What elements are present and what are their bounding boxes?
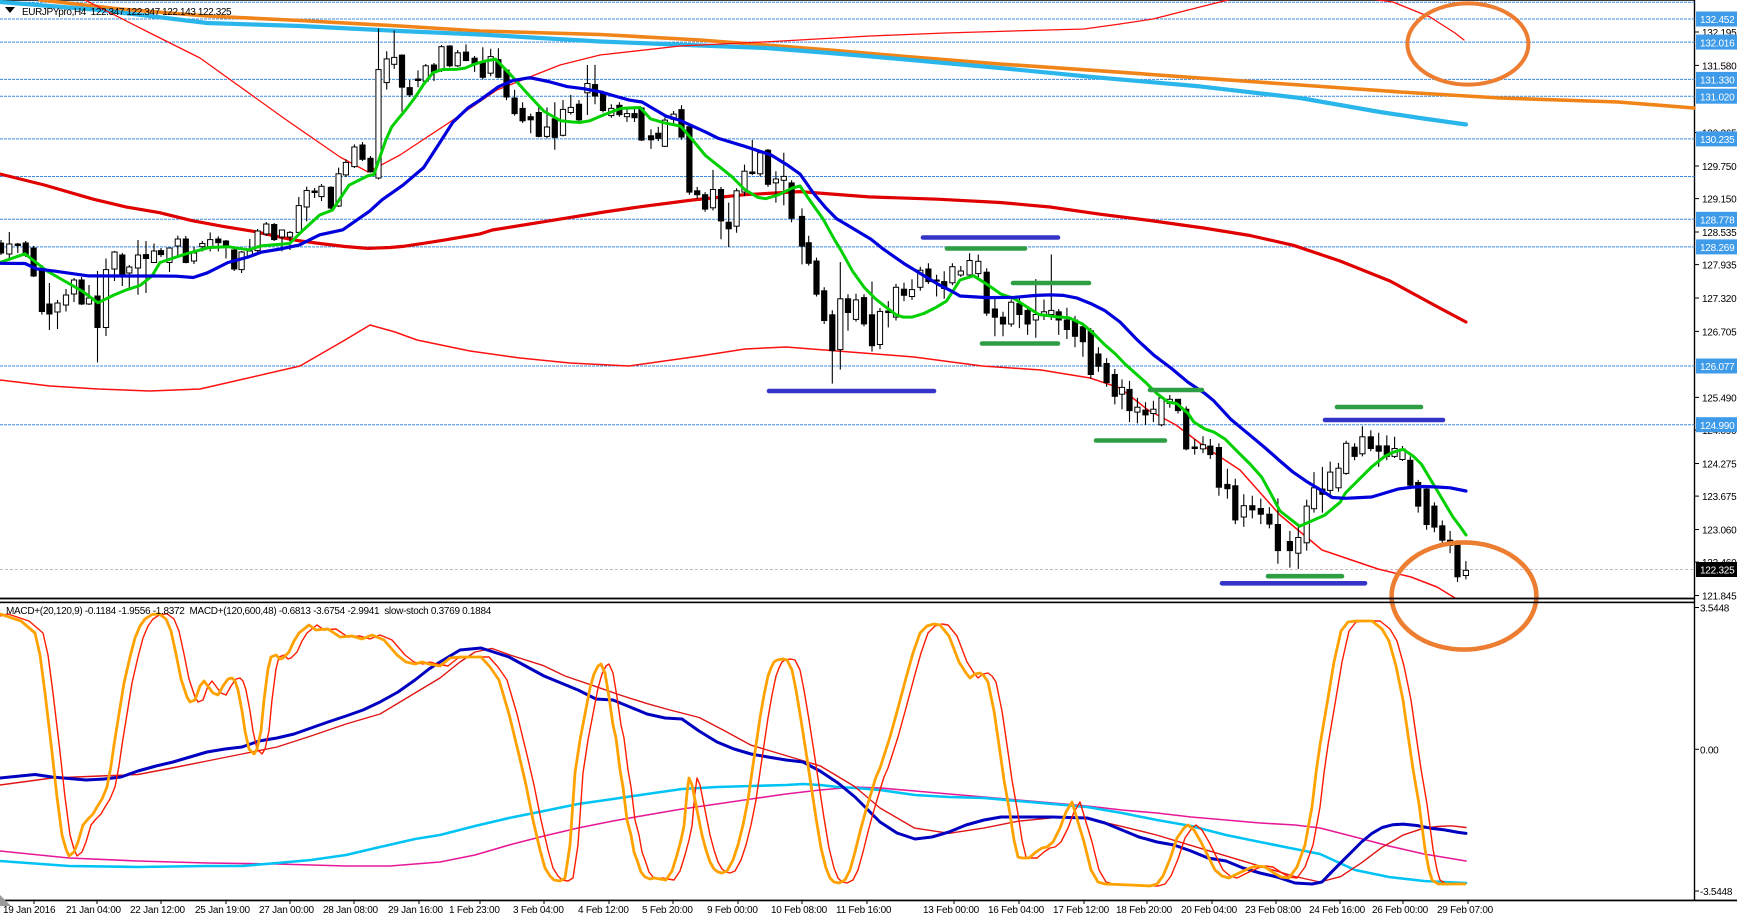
svg-text:126.077: 126.077 (1700, 362, 1735, 373)
svg-text:19 Jan 2016: 19 Jan 2016 (3, 905, 56, 916)
svg-text:132.016: 132.016 (1700, 38, 1735, 49)
svg-text:-3.5448: -3.5448 (1700, 887, 1733, 898)
svg-text:MACD+(20,120,9) -0.1184 -1.955: MACD+(20,120,9) -0.1184 -1.9556 -1.8372 … (6, 606, 492, 617)
svg-text:25 Jan 19:00: 25 Jan 19:00 (195, 905, 251, 916)
svg-text:28 Jan 08:00: 28 Jan 08:00 (323, 905, 379, 916)
svg-text:0.00: 0.00 (1700, 745, 1719, 756)
svg-text:10 Feb 08:00: 10 Feb 08:00 (771, 905, 828, 916)
svg-text:129.750: 129.750 (1702, 162, 1737, 173)
svg-text:128.778: 128.778 (1700, 216, 1735, 227)
svg-text:127.935: 127.935 (1702, 261, 1737, 272)
svg-text:4 Feb 12:00: 4 Feb 12:00 (578, 905, 629, 916)
svg-text:EURJPYpro,H4 122.347 122.347: EURJPYpro,H4 122.347 122.347 122.143 122… (22, 7, 232, 18)
svg-text:21 Jan 04:00: 21 Jan 04:00 (66, 905, 122, 916)
svg-text:124.990: 124.990 (1700, 421, 1735, 432)
svg-text:17 Feb 12:00: 17 Feb 12:00 (1053, 905, 1110, 916)
svg-text:124.275: 124.275 (1702, 460, 1737, 471)
svg-text:5 Feb 20:00: 5 Feb 20:00 (642, 905, 693, 916)
svg-text:29 Feb 07:00: 29 Feb 07:00 (1437, 905, 1494, 916)
svg-text:132.195: 132.195 (1702, 28, 1737, 39)
svg-text:9 Feb 00:00: 9 Feb 00:00 (707, 905, 758, 916)
svg-text:18 Feb 20:00: 18 Feb 20:00 (1116, 905, 1173, 916)
svg-text:126.705: 126.705 (1702, 327, 1737, 338)
svg-text:127.320: 127.320 (1702, 294, 1737, 305)
svg-text:122.325: 122.325 (1700, 566, 1735, 577)
svg-text:16 Feb 04:00: 16 Feb 04:00 (988, 905, 1045, 916)
svg-text:23 Feb 08:00: 23 Feb 08:00 (1245, 905, 1302, 916)
svg-text:129.150: 129.150 (1702, 195, 1737, 206)
svg-text:131.330: 131.330 (1700, 76, 1735, 87)
svg-text:27 Jan 00:00: 27 Jan 00:00 (259, 905, 315, 916)
svg-text:26 Feb 00:00: 26 Feb 00:00 (1372, 905, 1429, 916)
svg-text:132.452: 132.452 (1700, 15, 1735, 26)
svg-text:11 Feb 16:00: 11 Feb 16:00 (836, 905, 892, 916)
svg-text:128.535: 128.535 (1702, 228, 1737, 239)
svg-text:123.060: 123.060 (1702, 526, 1737, 537)
svg-text:22 Jan 12:00: 22 Jan 12:00 (130, 905, 186, 916)
svg-text:131.580: 131.580 (1702, 61, 1737, 72)
svg-text:29 Jan 16:00: 29 Jan 16:00 (388, 905, 444, 916)
svg-text:3 Feb 04:00: 3 Feb 04:00 (513, 905, 564, 916)
svg-text:131.020: 131.020 (1700, 92, 1735, 103)
svg-text:13 Feb 00:00: 13 Feb 00:00 (923, 905, 980, 916)
svg-text:123.675: 123.675 (1702, 492, 1737, 503)
svg-text:125.490: 125.490 (1702, 393, 1737, 404)
svg-text:130.235: 130.235 (1700, 135, 1735, 146)
svg-text:1 Feb 23:00: 1 Feb 23:00 (449, 905, 500, 916)
svg-text:3.5448: 3.5448 (1700, 604, 1730, 615)
svg-text:128.269: 128.269 (1700, 243, 1735, 254)
svg-text:20 Feb 04:00: 20 Feb 04:00 (1181, 905, 1238, 916)
svg-text:24 Feb 16:00: 24 Feb 16:00 (1309, 905, 1366, 916)
svg-text:121.845: 121.845 (1702, 592, 1737, 603)
